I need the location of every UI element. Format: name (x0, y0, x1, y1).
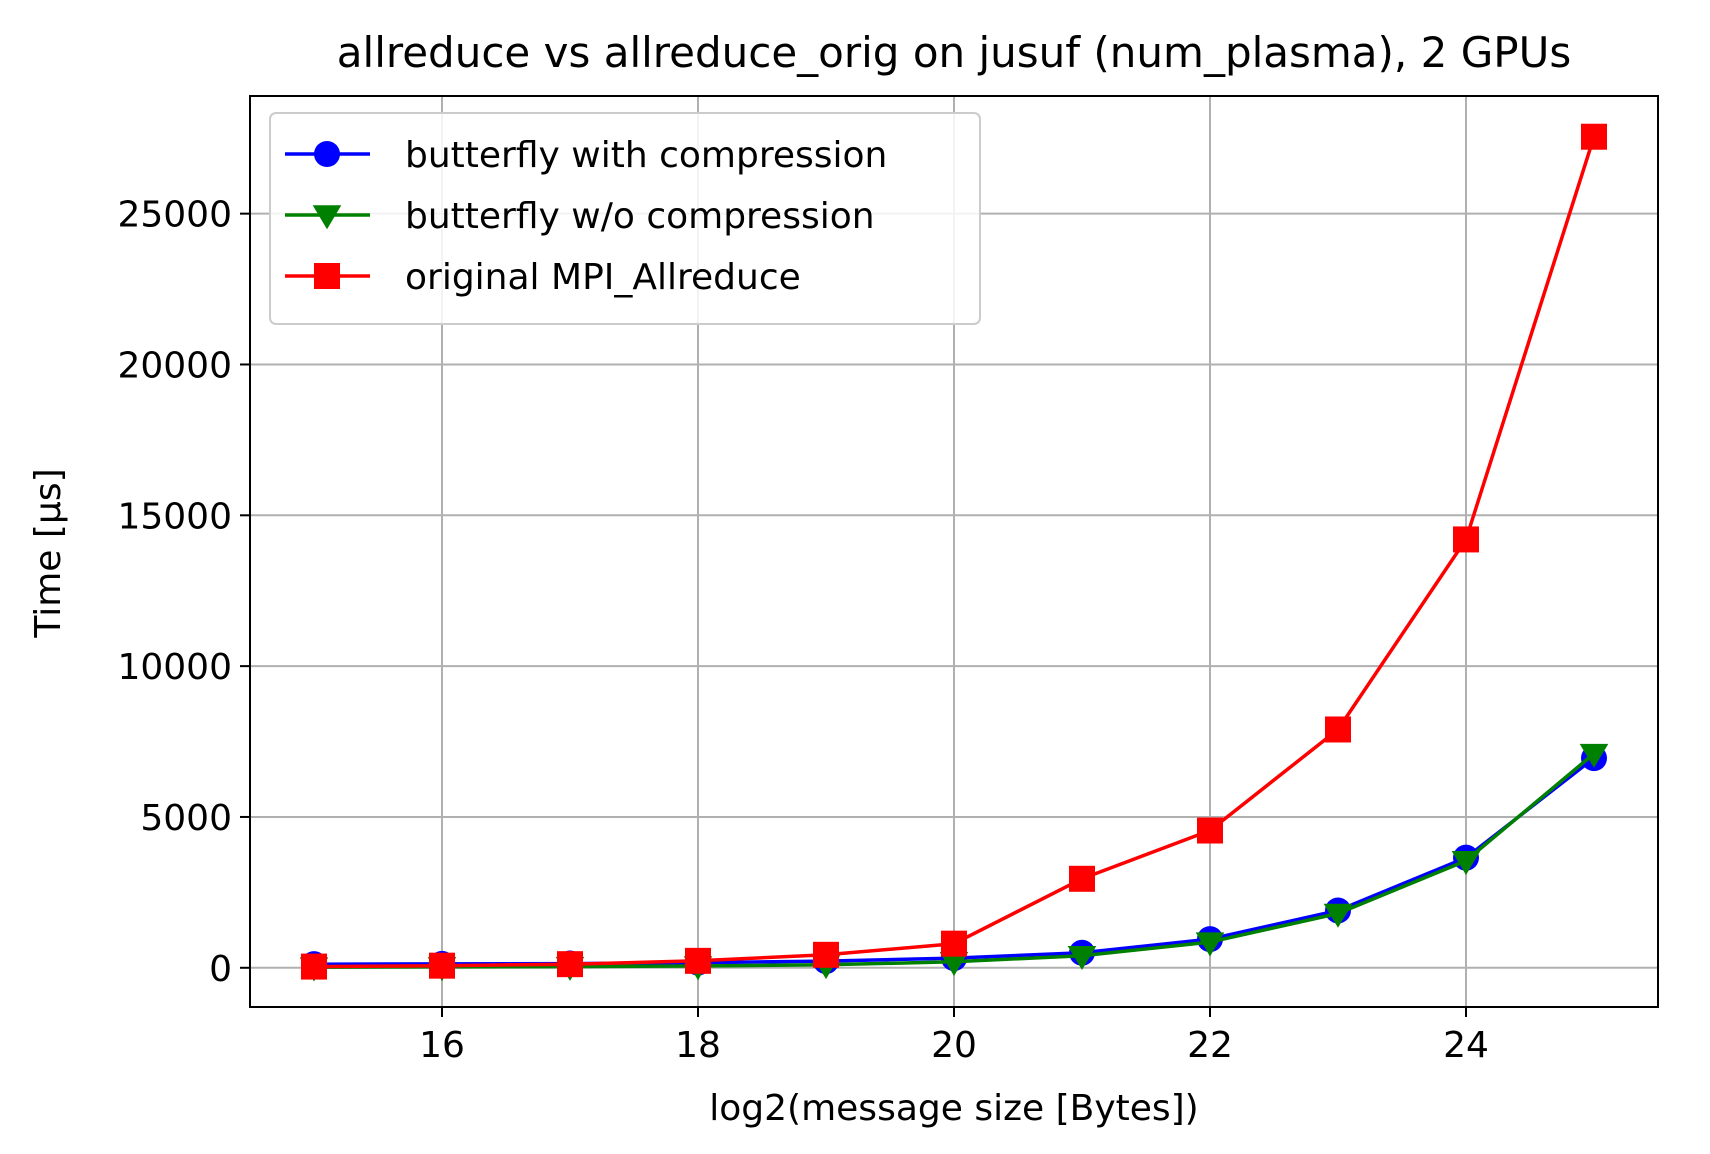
legend-label: original MPI_Allreduce (405, 257, 801, 298)
y-tick-label: 25000 (117, 195, 232, 236)
series-2 (301, 123, 1607, 980)
chart-title: allreduce vs allreduce_orig on jusuf (nu… (337, 28, 1571, 77)
y-axis-ticks: 0 5000 10000 15000 20000 25000 (117, 195, 250, 990)
legend-item: butterfly with compression (285, 135, 887, 176)
x-axis-ticks: 16 18 20 22 24 (419, 1007, 1489, 1066)
data-point (1581, 123, 1607, 150)
legend-marker (314, 263, 340, 289)
data-point (557, 951, 583, 978)
x-tick-label: 18 (675, 1025, 721, 1066)
legend-item: original MPI_Allreduce (285, 257, 801, 298)
y-axis-label: Time [µs] (28, 468, 69, 638)
data-point (1579, 743, 1609, 768)
data-point (685, 947, 711, 974)
legend: butterfly with compression butterfly w/o … (269, 112, 981, 325)
data-point (1069, 865, 1095, 892)
series-layer (299, 123, 1609, 982)
legend-label: butterfly w/o compression (405, 196, 875, 237)
y-tick-label: 10000 (117, 647, 232, 688)
data-point (1195, 932, 1225, 957)
legend-item: butterfly w/o compression (285, 196, 875, 237)
x-tick-label: 22 (1187, 1025, 1233, 1066)
data-point (941, 930, 967, 957)
data-point (429, 952, 455, 979)
x-tick-label: 20 (931, 1025, 977, 1066)
data-point (1451, 850, 1481, 875)
data-point (1067, 945, 1097, 971)
legend-box (269, 112, 981, 325)
data-point (1453, 526, 1479, 553)
legend-marker (314, 141, 340, 167)
y-tick-label: 20000 (117, 345, 232, 386)
data-point (1325, 716, 1351, 743)
y-tick-label: 0 (209, 949, 232, 990)
x-axis-label: log2(message size [Bytes]) (709, 1088, 1198, 1129)
data-point (939, 952, 969, 977)
legend-label: butterfly with compression (405, 135, 887, 176)
y-tick-label: 15000 (117, 496, 232, 537)
legend-marker (312, 205, 342, 230)
data-point (1197, 817, 1223, 844)
data-point (813, 941, 839, 968)
data-point (301, 953, 327, 980)
x-tick-label: 16 (419, 1025, 465, 1066)
data-point (1323, 903, 1353, 928)
y-tick-label: 5000 (140, 798, 232, 839)
x-tick-label: 24 (1443, 1025, 1489, 1066)
